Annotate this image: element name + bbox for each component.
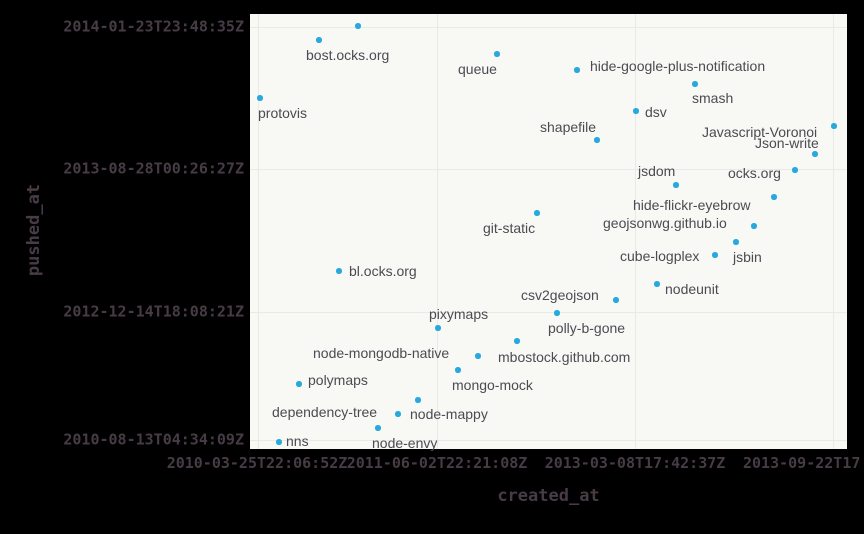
data-point-label: mbostock.github.com xyxy=(498,349,631,365)
data-point-label: dependency-tree xyxy=(272,404,378,420)
data-point[interactable] xyxy=(712,252,718,258)
data-point[interactable] xyxy=(494,51,500,57)
y-gridline xyxy=(250,169,847,170)
data-point-label: pixymaps xyxy=(429,306,489,322)
y-gridline xyxy=(250,440,847,441)
data-point[interactable] xyxy=(692,81,698,87)
x-gridline xyxy=(437,14,438,449)
data-point[interactable] xyxy=(534,210,540,216)
x-gridline xyxy=(635,14,636,449)
data-point-label: hide-google-plus-notification xyxy=(590,58,766,74)
x-tick-label: 2013-03-08T17:42:37Z xyxy=(544,454,726,472)
data-point[interactable] xyxy=(316,37,322,43)
y-tick-label: 2013-08-28T00:26:27Z xyxy=(63,159,244,178)
data-point[interactable] xyxy=(733,239,739,245)
data-point[interactable] xyxy=(751,223,757,229)
data-point-label: geojsonwg.github.io xyxy=(603,215,727,231)
plot-area xyxy=(250,14,847,449)
data-point[interactable] xyxy=(812,151,818,157)
data-point[interactable] xyxy=(554,310,560,316)
data-point-label: jsbin xyxy=(733,249,762,265)
data-point-label: git-static xyxy=(483,220,536,236)
data-point[interactable] xyxy=(415,397,421,403)
data-point-label: mongo-mock xyxy=(452,377,533,393)
data-point[interactable] xyxy=(771,194,777,200)
x-gridline xyxy=(258,14,259,449)
data-point[interactable] xyxy=(336,268,342,274)
data-point[interactable] xyxy=(395,411,401,417)
x-axis-title: created_at xyxy=(497,486,600,506)
data-point[interactable] xyxy=(633,108,639,114)
data-point-label: node-mongodb-native xyxy=(313,345,450,361)
data-point-label: dsv xyxy=(645,104,667,120)
y-tick-label: 2014-01-23T23:48:35Z xyxy=(63,17,244,36)
data-point[interactable] xyxy=(673,182,679,188)
data-point[interactable] xyxy=(257,95,263,101)
data-point[interactable] xyxy=(455,367,461,373)
data-point-label: Json-write xyxy=(755,135,819,151)
x-tick-label: 2011-06-02T22:21:08Z xyxy=(346,454,528,472)
data-point-label: polly-b-gone xyxy=(548,320,626,336)
data-point[interactable] xyxy=(574,67,580,73)
data-point-label: Javascript-Voronoi xyxy=(702,124,818,140)
data-point-label: node-mappy xyxy=(410,406,488,422)
data-point-label: queue xyxy=(458,61,497,77)
data-point-label: smash xyxy=(692,90,734,106)
data-point[interactable] xyxy=(475,353,481,359)
data-point-label: node-envy xyxy=(372,435,438,451)
data-point[interactable] xyxy=(355,23,361,29)
data-point-label: bl.ocks.org xyxy=(349,263,417,279)
y-tick-label: 2010-08-13T04:34:09Z xyxy=(63,430,244,449)
data-point-label: hide-flickr-eyebrow xyxy=(633,197,751,213)
data-point-label: nns xyxy=(286,433,309,449)
y-axis-title: pushed_at xyxy=(24,183,44,277)
data-point[interactable] xyxy=(792,167,798,173)
y-tick-label: 2012-12-14T18:08:21Z xyxy=(63,302,244,321)
data-point-label: shapefile xyxy=(540,119,597,135)
data-point[interactable] xyxy=(276,439,282,445)
data-point[interactable] xyxy=(435,325,441,331)
data-point-label: jsdom xyxy=(638,163,676,179)
data-point[interactable] xyxy=(375,425,381,431)
x-tick-label: 2013-09-22T17 xyxy=(743,454,861,472)
y-gridline xyxy=(250,27,847,28)
x-tick-label: 2010-03-25T22:06:52Z xyxy=(166,454,348,472)
data-point-label: polymaps xyxy=(308,372,368,388)
data-point[interactable] xyxy=(594,137,600,143)
data-point-label: csv2geojson xyxy=(521,287,599,303)
data-point-label: nodeunit xyxy=(665,281,719,297)
x-gridline xyxy=(833,14,834,449)
data-point-label: protovis xyxy=(258,105,308,121)
data-point[interactable] xyxy=(654,281,660,287)
y-gridline xyxy=(250,312,847,313)
data-point[interactable] xyxy=(296,381,302,387)
data-point-label: ocks.org xyxy=(728,165,781,181)
data-point[interactable] xyxy=(831,123,837,129)
data-point-label: cube-logplex xyxy=(620,248,700,264)
data-point[interactable] xyxy=(613,297,619,303)
data-point-label: bost.ocks.org xyxy=(306,47,390,63)
data-point[interactable] xyxy=(514,338,520,344)
